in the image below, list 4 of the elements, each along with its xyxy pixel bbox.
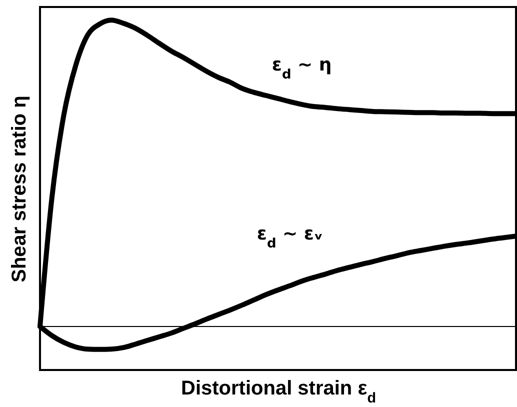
- series-label: ε$_{d}$ ~ εᵥ: [256, 224, 323, 252]
- x-axis-title: Distortional strain ε$_{d}$: [181, 378, 376, 406]
- series-label: ε$_{d}$ ~ η: [272, 54, 332, 82]
- y-axis-title: Shear stress ratio η: [8, 96, 30, 282]
